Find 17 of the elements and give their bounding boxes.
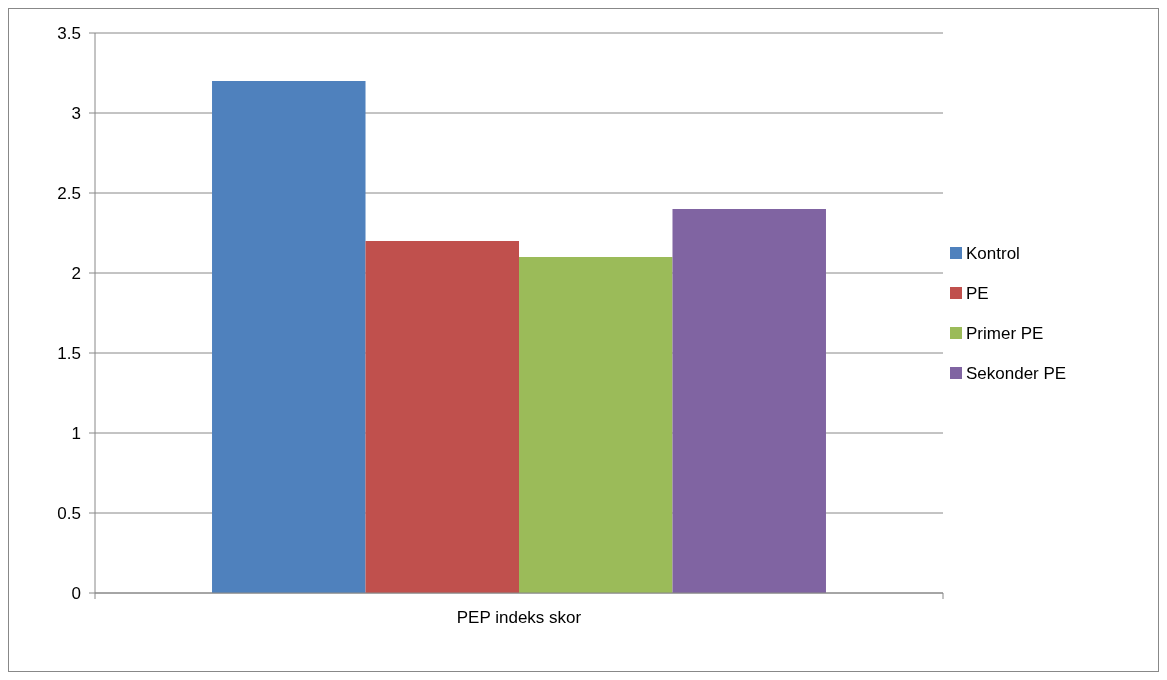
y-tick-label: 1.5 (57, 343, 81, 363)
y-tick-label: 2 (71, 263, 81, 283)
y-tick-label: 3 (71, 103, 81, 123)
y-tick-label: 0 (71, 583, 81, 603)
x-tick-label: PEP indeks skor (456, 608, 582, 627)
legend-label: Kontrol (966, 243, 1020, 263)
y-tick-label: 2.5 (57, 183, 81, 203)
bar (212, 81, 366, 593)
legend-label: Primer PE (966, 323, 1044, 343)
bar (365, 241, 519, 593)
y-tick-label: 1 (71, 423, 81, 443)
legend-label: Sekonder PE (966, 363, 1067, 383)
y-tick-label: 3.5 (57, 23, 81, 43)
legend-label: PE (966, 283, 989, 303)
bar (519, 257, 673, 593)
y-tick-label: 0.5 (57, 503, 81, 523)
bar (672, 209, 826, 593)
